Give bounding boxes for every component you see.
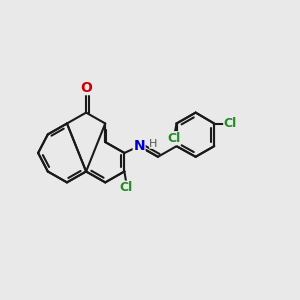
Text: Cl: Cl bbox=[167, 132, 180, 145]
Text: H: H bbox=[149, 139, 158, 148]
Text: N: N bbox=[133, 139, 145, 153]
Text: Cl: Cl bbox=[224, 117, 237, 130]
Text: O: O bbox=[80, 81, 92, 94]
Text: Cl: Cl bbox=[119, 181, 133, 194]
